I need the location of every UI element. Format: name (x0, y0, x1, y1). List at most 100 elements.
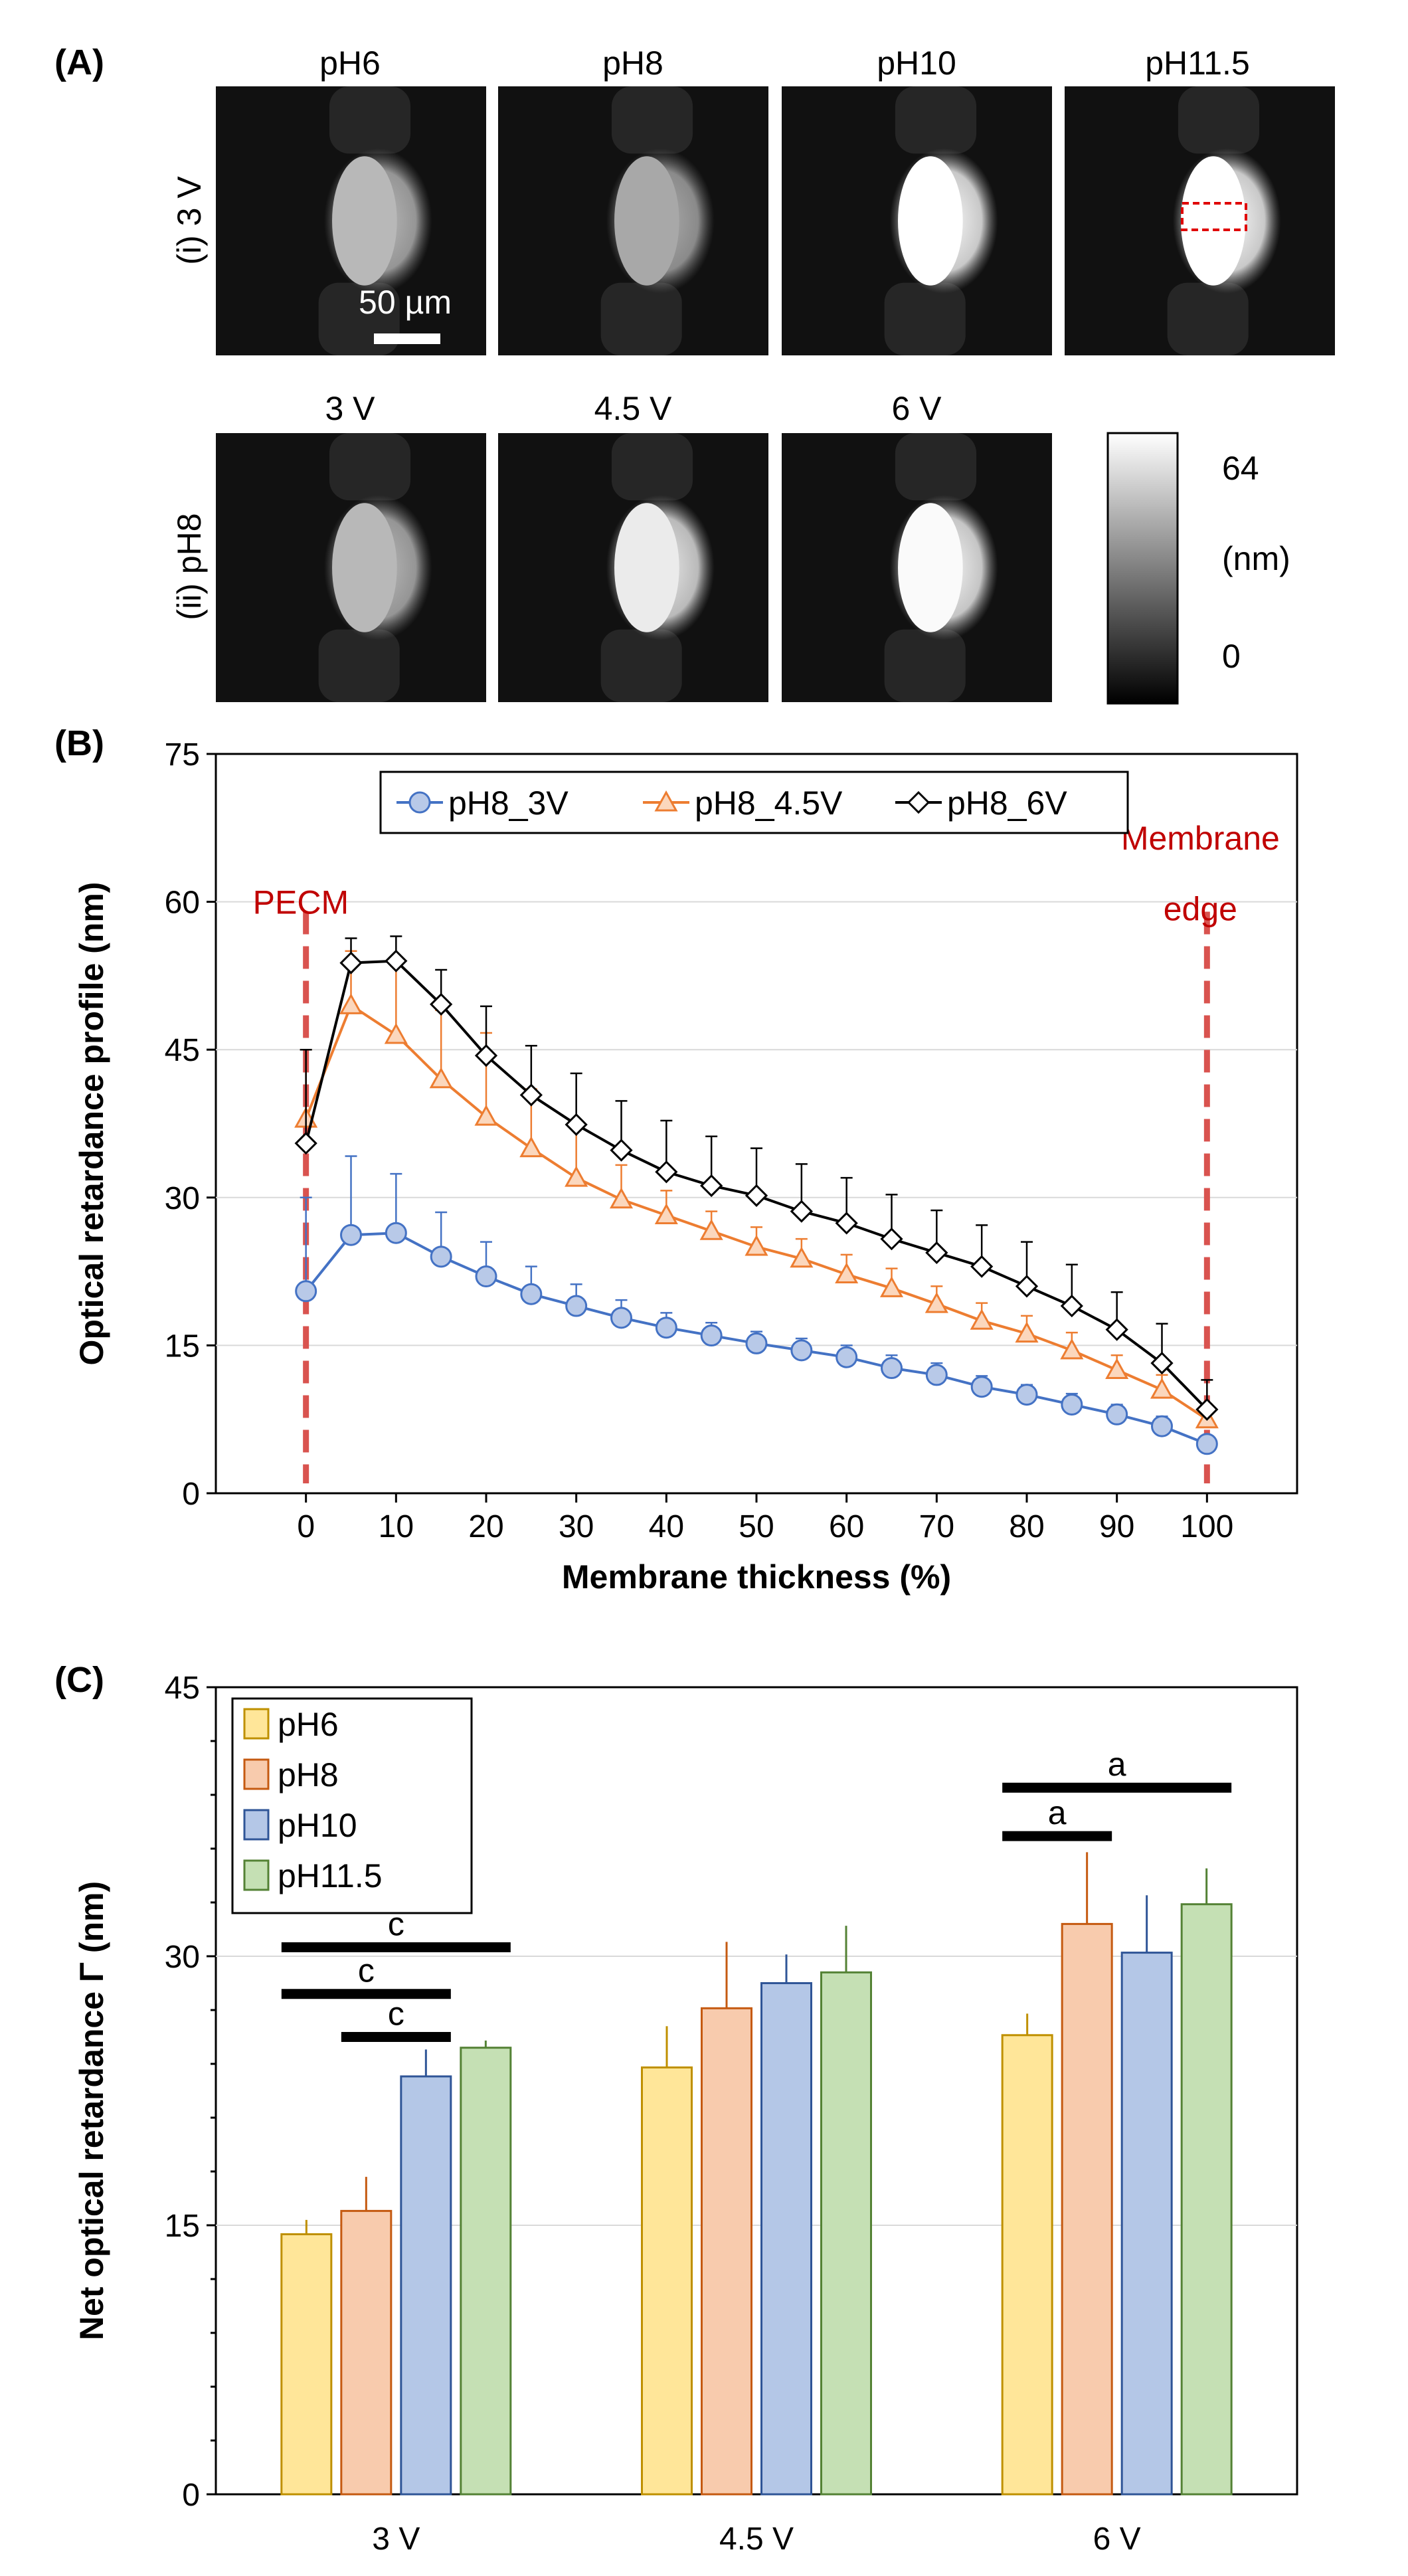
y-tick-label: 0 (182, 2478, 200, 2513)
membrane-bright (614, 503, 679, 632)
scale-bar-label: 50 µm (359, 284, 452, 321)
x-tick-label: 10 (379, 1509, 414, 1544)
data-point (565, 1295, 588, 1317)
row2-side-label: (ii) pH8 (171, 513, 208, 620)
bar-pH8-6 V (1061, 1922, 1113, 2496)
data-point (1151, 1415, 1173, 1437)
data-point (429, 1067, 453, 1089)
bar-pH8-4.5 V (701, 2007, 752, 2496)
colorbar-max: 64 (1222, 450, 1259, 487)
row2-title-6v: 6 V (891, 390, 942, 427)
cell-outline-bottom (1167, 282, 1249, 355)
colorbar (1106, 432, 1179, 705)
x-tick-label: 70 (919, 1509, 954, 1544)
bar-pH11.5-3 V (460, 2047, 512, 2496)
data-point (1150, 1378, 1174, 1399)
legend-box (379, 771, 1129, 834)
y-tick-label: 75 (165, 737, 200, 773)
membrane-edge-label-2: edge (1164, 891, 1237, 928)
legend-label: pH8 (278, 1756, 339, 1794)
data-point (925, 1241, 948, 1265)
row2-title-3v: 3 V (325, 390, 375, 427)
panel-b-label: (B) (54, 723, 104, 763)
legend-swatch (243, 1859, 270, 1891)
legend-marker (907, 790, 930, 814)
data-point (565, 1113, 588, 1137)
row2-title-4-5v: 4.5 V (594, 390, 672, 427)
bar-pH11.5-4.5 V (820, 1971, 872, 2496)
bar-pH6-6 V (1001, 2034, 1053, 2496)
colorbar-unit: (nm) (1222, 540, 1290, 577)
data-point (654, 1203, 678, 1225)
data-point (1015, 1275, 1039, 1298)
y-tick-label: 45 (165, 1671, 200, 1706)
legend-label: pH6 (278, 1706, 339, 1743)
legend-swatch (243, 1708, 270, 1740)
data-point (430, 1245, 452, 1268)
pecm-label: PECM (253, 884, 349, 921)
membrane-bright (614, 156, 679, 286)
net-retardance-bar-chart: 0 15 30 45 Net optical retardance Γ (nm) 3 V 4… (73, 1671, 1298, 2557)
x-axis-label: Membrane thickness (%) (562, 1558, 951, 1596)
data-point (835, 1212, 858, 1235)
data-point (340, 1224, 362, 1246)
y-tick-label: 15 (165, 2209, 200, 2244)
data-point (519, 1083, 543, 1107)
legend-swatch (243, 1758, 270, 1790)
data-point (970, 1376, 993, 1398)
plot-frame (215, 753, 1298, 1495)
bar-pH10-3 V (400, 2075, 452, 2496)
bar-pH10-4.5 V (760, 1982, 812, 2496)
x-tick-label: 20 (468, 1509, 503, 1544)
panel-a-label: (A) (54, 43, 104, 82)
data-point (385, 1222, 407, 1244)
cell-outline-top (895, 433, 977, 501)
membrane-bright (898, 503, 963, 632)
row2-micrographs (216, 433, 1052, 702)
data-point (745, 1332, 768, 1354)
data-point (1015, 1384, 1038, 1406)
y-tick-label: 0 (182, 1477, 200, 1512)
membrane-bright (898, 156, 963, 286)
cell-outline-top (329, 86, 411, 154)
cell-outline-top (329, 433, 411, 501)
row1-micrographs (216, 86, 1335, 355)
data-point (475, 1265, 497, 1288)
legend-label: pH8_4.5V (695, 784, 843, 822)
legend-label: pH10 (278, 1807, 357, 1844)
data-point (1105, 1318, 1128, 1341)
significance-label: a (1108, 1746, 1126, 1783)
data-point (609, 1187, 634, 1209)
data-point (1015, 1321, 1039, 1343)
data-point (610, 1139, 633, 1162)
data-point (879, 1276, 904, 1297)
data-point (970, 1309, 994, 1330)
data-point (1060, 1338, 1084, 1360)
micrograph-pH11.5 (1065, 86, 1335, 355)
data-point (520, 1283, 543, 1305)
retardance-profile-chart: 0 15 30 45 60 75 0 10 20 30 40 50 60 70 80 90 100 Membran… (73, 737, 1298, 1596)
data-point (474, 1105, 498, 1126)
membrane-bright (1181, 156, 1246, 286)
colorbar-min: 0 (1222, 638, 1241, 675)
membrane-edge-label: Membrane (1121, 820, 1280, 857)
data-point (519, 1136, 543, 1158)
bar-pH8-3 V (340, 2209, 393, 2496)
x-tick-label: 30 (559, 1509, 594, 1544)
category-label: 3 V (372, 2522, 420, 2557)
x-tick-label: 50 (739, 1509, 774, 1544)
data-point (1195, 1398, 1219, 1421)
data-point (699, 1219, 723, 1240)
data-point (565, 1166, 588, 1187)
data-point (384, 1022, 408, 1044)
legend-marker (408, 791, 431, 814)
significance-label: c (388, 1995, 404, 2033)
data-point (880, 1228, 903, 1251)
data-point (339, 993, 363, 1014)
row1-title-ph8: pH8 (602, 45, 663, 82)
data-point (881, 1357, 903, 1380)
y-tick-label: 30 (165, 1181, 200, 1216)
row1-side-label: (i) 3 V (171, 176, 208, 265)
data-point (295, 1280, 317, 1303)
significance-label: a (1048, 1794, 1067, 1831)
